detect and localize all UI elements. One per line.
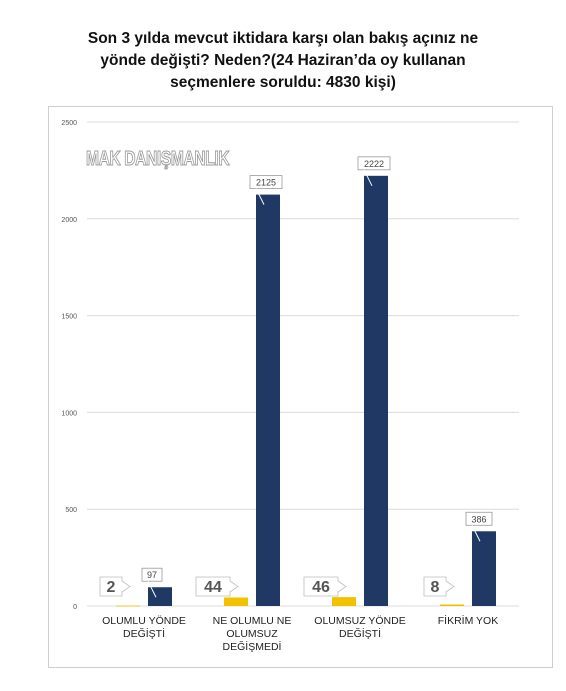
bar-series1-cat3 <box>332 597 356 606</box>
callout-series2-cat1 <box>141 567 163 582</box>
callout-leader-series2-cat4 <box>471 525 481 542</box>
x-tick-label-cat3: DEĞİŞTİ <box>339 627 381 640</box>
y-tick-label: 2500 <box>61 120 77 127</box>
callout-series1-cat4 <box>423 576 455 597</box>
x-tick-label-cat2: DEĞİŞMEDİ <box>223 640 282 653</box>
title-line-2: yönde değişti? Neden?(24 Haziran’da oy k… <box>100 52 466 69</box>
callout-series2-cat2 <box>249 175 283 189</box>
callout-leader-series2-cat3 <box>363 169 373 187</box>
data-label-series2-cat4: 386 <box>471 514 486 524</box>
bar-series1-cat4 <box>440 604 464 606</box>
data-label-series1-cat4: 8 <box>431 579 440 596</box>
callout-series2-cat3 <box>357 156 391 171</box>
x-tick-label-cat3: OLUMSUZ YÖNDE <box>314 615 405 627</box>
x-tick-label-cat4: FİKRİM YOK <box>438 614 498 627</box>
bar-series1-cat1 <box>116 605 140 607</box>
data-label-series2-cat1: 97 <box>147 570 157 580</box>
data-label-series2-cat3: 2222 <box>364 159 384 169</box>
data-label-series1-cat1: 2 <box>107 579 116 596</box>
y-tick-label: 2000 <box>61 217 77 224</box>
x-tick-label-cat2: NE OLUMLU NE <box>213 615 292 627</box>
title-line-3: seçmenlere soruldu: 4830 kişi) <box>170 74 396 91</box>
callout-series2-cat4 <box>465 511 493 526</box>
x-tick-label-cat1: OLUMLU YÖNDE <box>102 615 186 627</box>
data-label-series1-cat2: 44 <box>204 579 222 596</box>
callout-series1-cat1 <box>99 576 131 597</box>
title-line-1: Son 3 yılda mevcut iktidara karşı olan b… <box>87 30 479 47</box>
y-tick-label: 1500 <box>61 314 77 321</box>
bar-series1-cat2 <box>224 597 248 606</box>
callout-series1-cat3 <box>303 576 347 597</box>
y-tick-label: 1000 <box>61 410 77 417</box>
y-tick-label: 0 <box>73 604 77 611</box>
bar-series2-cat3 <box>364 175 388 606</box>
y-tick-label: 500 <box>65 507 77 514</box>
bar-series2-cat4 <box>472 531 496 606</box>
bar-series2-cat1 <box>148 587 172 606</box>
callout-leader-series2-cat1 <box>147 580 157 598</box>
chart-title: Son 3 yılda mevcut iktidara karşı olan b… <box>20 28 546 94</box>
bar-series2-cat2 <box>256 194 280 606</box>
callout-series1-cat2 <box>195 576 239 597</box>
callout-leader-series2-cat2 <box>255 188 265 205</box>
watermark-logo: MAK DANIŞMANLIK <box>86 148 230 171</box>
data-label-series1-cat3: 46 <box>312 579 330 596</box>
x-tick-label-cat2: OLUMSUZ <box>226 628 278 640</box>
data-label-series2-cat2: 2125 <box>256 178 276 188</box>
chart-area: 0 500 1000 1500 2000 2500 2 97 OLUMLU YÖNDE DEĞİŞ… <box>48 106 553 668</box>
x-tick-label-cat1: DEĞİŞTİ <box>123 627 165 640</box>
